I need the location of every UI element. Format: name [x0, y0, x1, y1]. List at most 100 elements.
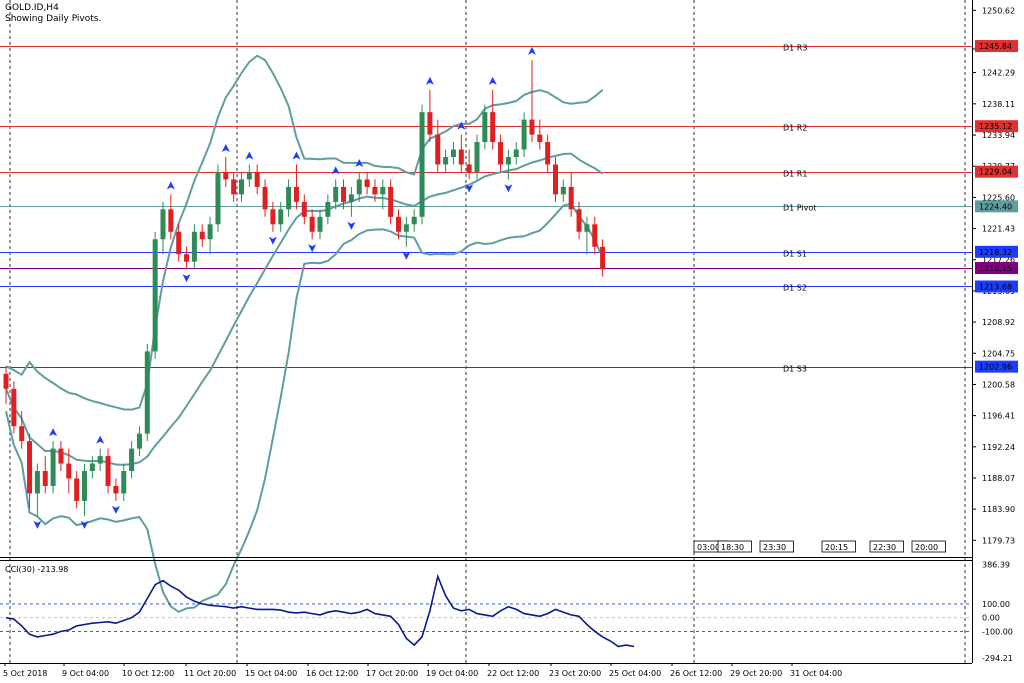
candle-body: [576, 209, 582, 232]
upper-band: [5, 54, 604, 411]
candle-body: [129, 448, 135, 472]
candle-body: [419, 112, 425, 217]
candle-body: [600, 246, 606, 270]
candle-body: [411, 216, 417, 225]
cci-axis-label: -100.00: [982, 627, 1013, 636]
candle-body: [474, 142, 480, 172]
pivot-tag-box: [975, 200, 1018, 213]
cci-axis-label: -294.21: [982, 654, 1013, 663]
candle-body: [435, 134, 441, 165]
bollinger-bands: [5, 54, 604, 614]
session-box: [759, 540, 794, 553]
fractal-down-arrow-icon: [33, 520, 42, 529]
fractal-up-arrow-icon: [425, 76, 434, 85]
pivot-tag-box: [975, 40, 1018, 53]
time-label: 22 Oct 12:00: [487, 669, 539, 678]
candle-body: [403, 224, 409, 232]
pivot-tag-box: [975, 245, 1018, 258]
candle-body: [466, 164, 472, 172]
cci-axis-label: 100.00: [982, 600, 1010, 609]
price-label: 1233.94: [982, 131, 1015, 140]
fractal-down-arrow-icon: [402, 251, 411, 260]
pivot-name-6: D1 S3: [783, 365, 807, 374]
fractal-down-arrow-icon: [80, 520, 89, 529]
session-boxes[interactable]: 03:00 18:30 23:30 20:15 22:30 20:00: [693, 540, 946, 553]
cci-axis-label: 0.00: [982, 614, 1000, 623]
candle-body: [136, 433, 142, 449]
price-label: 1242.29: [982, 69, 1015, 78]
candle-body: [372, 186, 378, 195]
candle-body: [341, 186, 347, 202]
price-axis: 1250.621245.451242.291238.111233.941229.…: [972, 6, 1015, 545]
candle-body: [50, 448, 56, 486]
candle-body: [246, 171, 252, 180]
candle-body: [254, 171, 260, 187]
candle-body: [498, 142, 504, 165]
cci-panel: CCI(30) -213.98 386.39 100.00 0.00 -100.00 -2…: [0, 561, 1013, 663]
pivot-tag-box: [975, 120, 1018, 133]
price-label: 1192.24: [982, 443, 1015, 452]
pivot-tag-text: 1213.68: [979, 282, 1012, 291]
time-label: 25 Oct 04:00: [609, 669, 661, 678]
time-label: 5 Oct 2018: [3, 669, 47, 678]
candle-body: [537, 134, 543, 143]
price-label: 1225.60: [982, 193, 1015, 202]
candle-body: [545, 142, 551, 165]
candle-body: [105, 456, 111, 486]
pivot-tag-text: 1245.84: [979, 42, 1012, 51]
candle-body: [82, 471, 87, 501]
pivot-name-0: D1 R3: [783, 44, 807, 53]
candle-body: [513, 149, 519, 158]
candle-body: [262, 186, 268, 210]
current-price-text: 1216.15: [979, 264, 1012, 273]
candle-body: [364, 179, 370, 187]
session-label: 23:30: [763, 543, 786, 552]
price-label: 1217.26: [982, 256, 1015, 265]
fractal-down-arrow-icon: [465, 184, 474, 193]
candle-body: [301, 201, 307, 217]
pivot-tag-box: [975, 280, 1018, 293]
fractal-up-arrow-icon: [221, 144, 230, 153]
price-label: 1238.11: [982, 100, 1015, 109]
time-label: 10 Oct 12:00: [122, 669, 174, 678]
pivot-name-5: D1 S2: [783, 284, 807, 293]
session-label: 22:30: [873, 543, 896, 552]
pivot-tag-text: 1235.12: [979, 122, 1012, 131]
time-label: 11 Oct 20:00: [184, 669, 236, 678]
session-label: 03:00: [697, 543, 720, 552]
candle-body: [160, 209, 166, 240]
fractal-up-arrow-icon: [457, 121, 466, 130]
candle-body: [3, 373, 9, 389]
cci-axis-label: 386.39: [982, 561, 1010, 570]
session-label: 20:00: [915, 543, 938, 552]
fractal-up-arrow-icon: [488, 76, 497, 85]
fractal-down-arrow-icon: [268, 236, 277, 245]
candle-body: [490, 112, 496, 143]
candle-body: [74, 478, 80, 501]
candle-body: [168, 209, 174, 232]
candle-body: [121, 471, 127, 494]
pivot-price-tags: 1245.84 1235.12 1229.04 1224.40 1218.32 1213.…: [975, 40, 1018, 373]
candle-body: [356, 179, 362, 195]
session-label: 18:30: [721, 543, 744, 552]
fractal-up-arrow-icon: [527, 46, 536, 55]
candle-body: [191, 231, 197, 262]
time-label: 16 Oct 12:00: [306, 669, 358, 678]
candle-body: [11, 388, 17, 427]
price-label: 1204.75: [982, 349, 1015, 358]
session-box: [911, 540, 946, 553]
candle-body: [317, 216, 323, 232]
price-label: 1196.41: [982, 412, 1015, 421]
pivot-name-4: D1 S1: [783, 250, 807, 259]
time-label: 26 Oct 12:00: [670, 669, 722, 678]
candle-body: [27, 441, 33, 494]
candle-body: [66, 463, 72, 479]
candle-body: [450, 149, 456, 158]
fractal-up-arrow-icon: [166, 181, 175, 190]
pivot-tag-text: 1202.96: [979, 363, 1012, 372]
fractal-up-arrow-icon: [49, 428, 58, 437]
session-label: 20:15: [825, 543, 848, 552]
price-label: 1179.73: [982, 536, 1015, 545]
candle-body: [396, 216, 401, 232]
